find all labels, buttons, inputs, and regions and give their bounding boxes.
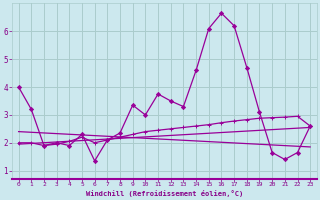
X-axis label: Windchill (Refroidissement éolien,°C): Windchill (Refroidissement éolien,°C) [86, 190, 243, 197]
